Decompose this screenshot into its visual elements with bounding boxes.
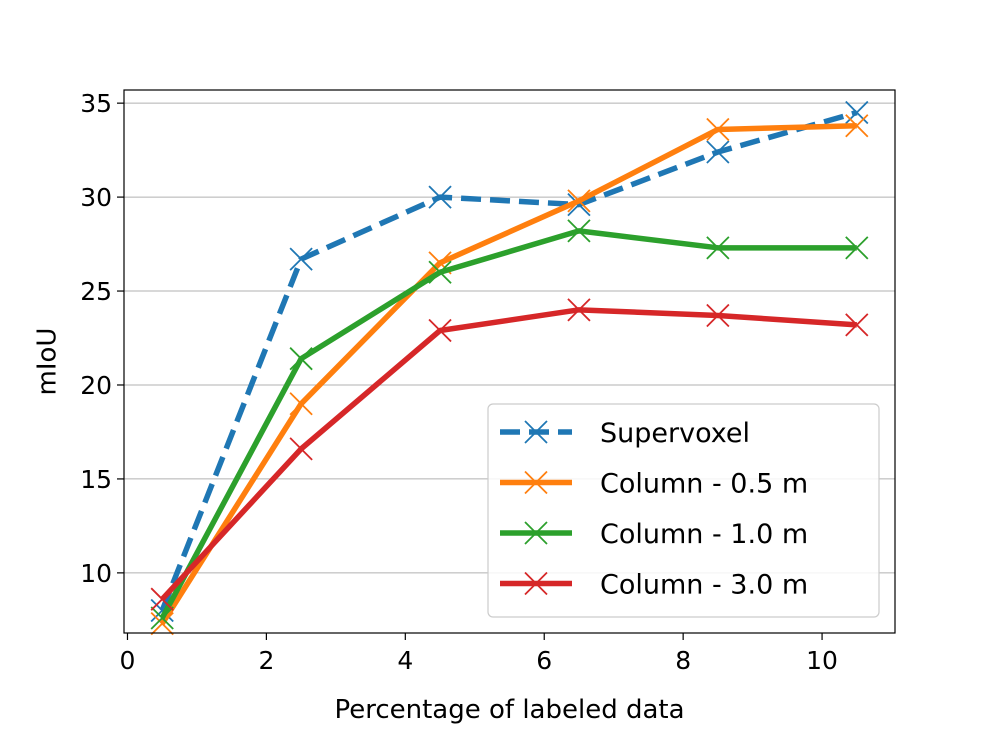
data-point: [289, 437, 313, 461]
x-axis-ticks: 0 2 4 6 8 10: [120, 633, 838, 675]
data-point: [150, 606, 174, 630]
legend-label: Column - 1.0 m: [600, 519, 808, 550]
data-point: [567, 298, 591, 322]
data-point: [428, 318, 452, 343]
y-tick-label: 35: [80, 89, 112, 118]
data-point: [150, 611, 174, 636]
data-point: [567, 189, 591, 213]
data-point: [706, 303, 730, 328]
legend-item: Column - 3.0 m: [500, 570, 808, 601]
data-point: [706, 236, 730, 260]
x-tick-label: 8: [675, 646, 691, 675]
legend-item: Supervoxel: [500, 418, 750, 449]
legend-marker: [524, 420, 548, 444]
data-point: [706, 117, 730, 142]
data-point: [845, 236, 869, 260]
data-point: [428, 260, 452, 284]
legend-box: [487, 403, 880, 618]
legend: Supervoxel Column - 0.5 m Column - 1.0 m Co…: [487, 403, 880, 618]
y-axis-title: mIoU: [33, 328, 63, 396]
y-tick-label: 25: [80, 277, 112, 306]
data-point: [706, 140, 730, 164]
x-tick-label: 6: [536, 646, 552, 675]
legend-item: Column - 1.0 m: [500, 519, 808, 550]
series-2: [150, 219, 869, 630]
y-tick-label: 15: [80, 465, 112, 494]
y-tick-label: 10: [80, 559, 112, 588]
data-point: [567, 219, 591, 243]
data-point: [150, 587, 174, 611]
data-point: [845, 114, 869, 138]
legend-label: Supervoxel: [600, 418, 750, 449]
data-point: [289, 247, 313, 271]
x-axis-title: Percentage of labeled data: [334, 695, 684, 725]
data-point: [845, 313, 869, 337]
y-tick-label: 20: [80, 371, 112, 400]
legend-label: Column - 0.5 m: [600, 469, 808, 500]
legend-marker: [524, 571, 548, 596]
series-0: [150, 100, 869, 623]
series-line: [160, 307, 857, 602]
y-tick-label: 30: [80, 183, 112, 212]
y-axis-ticks: 10 15 20 25 30 35: [80, 89, 124, 588]
series-line: [159, 228, 857, 620]
plot-series: [150, 100, 869, 636]
x-tick-label: 2: [258, 646, 274, 675]
legend-marker: [524, 470, 548, 495]
series-line: [159, 109, 858, 612]
legend-item: Column - 0.5 m: [500, 469, 808, 500]
data-point: [289, 347, 313, 371]
x-tick-label: 4: [397, 646, 413, 675]
data-point: [428, 185, 452, 209]
x-tick-label: 0: [120, 646, 136, 675]
legend-marker: [524, 521, 548, 545]
series-line: [159, 122, 857, 626]
series-3: [150, 298, 869, 611]
legend-label: Column - 3.0 m: [600, 570, 808, 601]
data-point: [289, 392, 313, 416]
data-point: [845, 100, 869, 125]
plot-frame: [123, 89, 896, 634]
x-tick-label: 10: [806, 646, 838, 675]
